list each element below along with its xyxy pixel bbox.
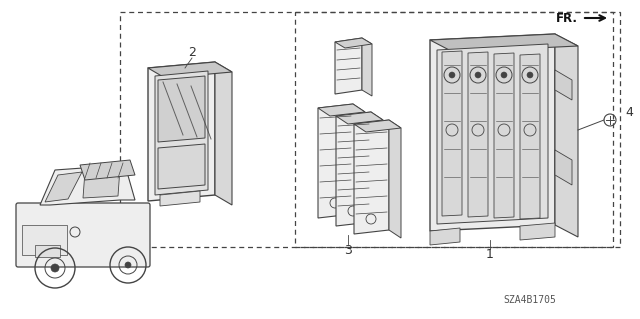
Text: SZA4B1705: SZA4B1705 <box>504 295 556 305</box>
Polygon shape <box>160 191 200 206</box>
Polygon shape <box>520 54 540 219</box>
Polygon shape <box>318 104 353 218</box>
Polygon shape <box>318 104 365 116</box>
Polygon shape <box>335 38 372 48</box>
Polygon shape <box>371 112 383 230</box>
Circle shape <box>475 72 481 78</box>
Polygon shape <box>354 120 389 234</box>
Polygon shape <box>555 34 578 237</box>
Text: FR.: FR. <box>556 11 578 25</box>
Polygon shape <box>442 51 462 216</box>
Circle shape <box>501 72 507 78</box>
Text: 2: 2 <box>188 46 196 58</box>
FancyBboxPatch shape <box>16 203 150 267</box>
Polygon shape <box>155 71 208 195</box>
Bar <box>295 12 613 247</box>
Circle shape <box>449 72 455 78</box>
Polygon shape <box>148 62 232 78</box>
Circle shape <box>125 262 131 268</box>
Text: 1: 1 <box>486 249 494 262</box>
Polygon shape <box>335 38 362 94</box>
Polygon shape <box>83 168 120 198</box>
Polygon shape <box>354 120 401 132</box>
Polygon shape <box>158 76 205 142</box>
Bar <box>22 225 67 255</box>
Circle shape <box>527 72 533 78</box>
Polygon shape <box>555 70 572 100</box>
Polygon shape <box>40 165 135 205</box>
Circle shape <box>51 264 59 272</box>
Polygon shape <box>158 144 205 189</box>
Polygon shape <box>45 172 82 202</box>
Polygon shape <box>389 120 401 238</box>
Polygon shape <box>520 223 555 240</box>
Polygon shape <box>80 160 135 180</box>
Polygon shape <box>336 112 383 124</box>
Polygon shape <box>437 44 548 224</box>
Text: 3: 3 <box>344 243 352 256</box>
Polygon shape <box>555 150 572 185</box>
Bar <box>35 245 60 257</box>
Polygon shape <box>215 62 232 205</box>
Polygon shape <box>353 104 365 222</box>
Polygon shape <box>430 34 555 231</box>
Polygon shape <box>494 53 514 218</box>
Polygon shape <box>430 34 578 52</box>
Polygon shape <box>468 52 488 217</box>
Polygon shape <box>430 228 460 245</box>
Polygon shape <box>362 38 372 96</box>
Bar <box>120 12 620 247</box>
Polygon shape <box>336 112 371 226</box>
Polygon shape <box>148 62 215 201</box>
Text: 4: 4 <box>625 106 633 118</box>
